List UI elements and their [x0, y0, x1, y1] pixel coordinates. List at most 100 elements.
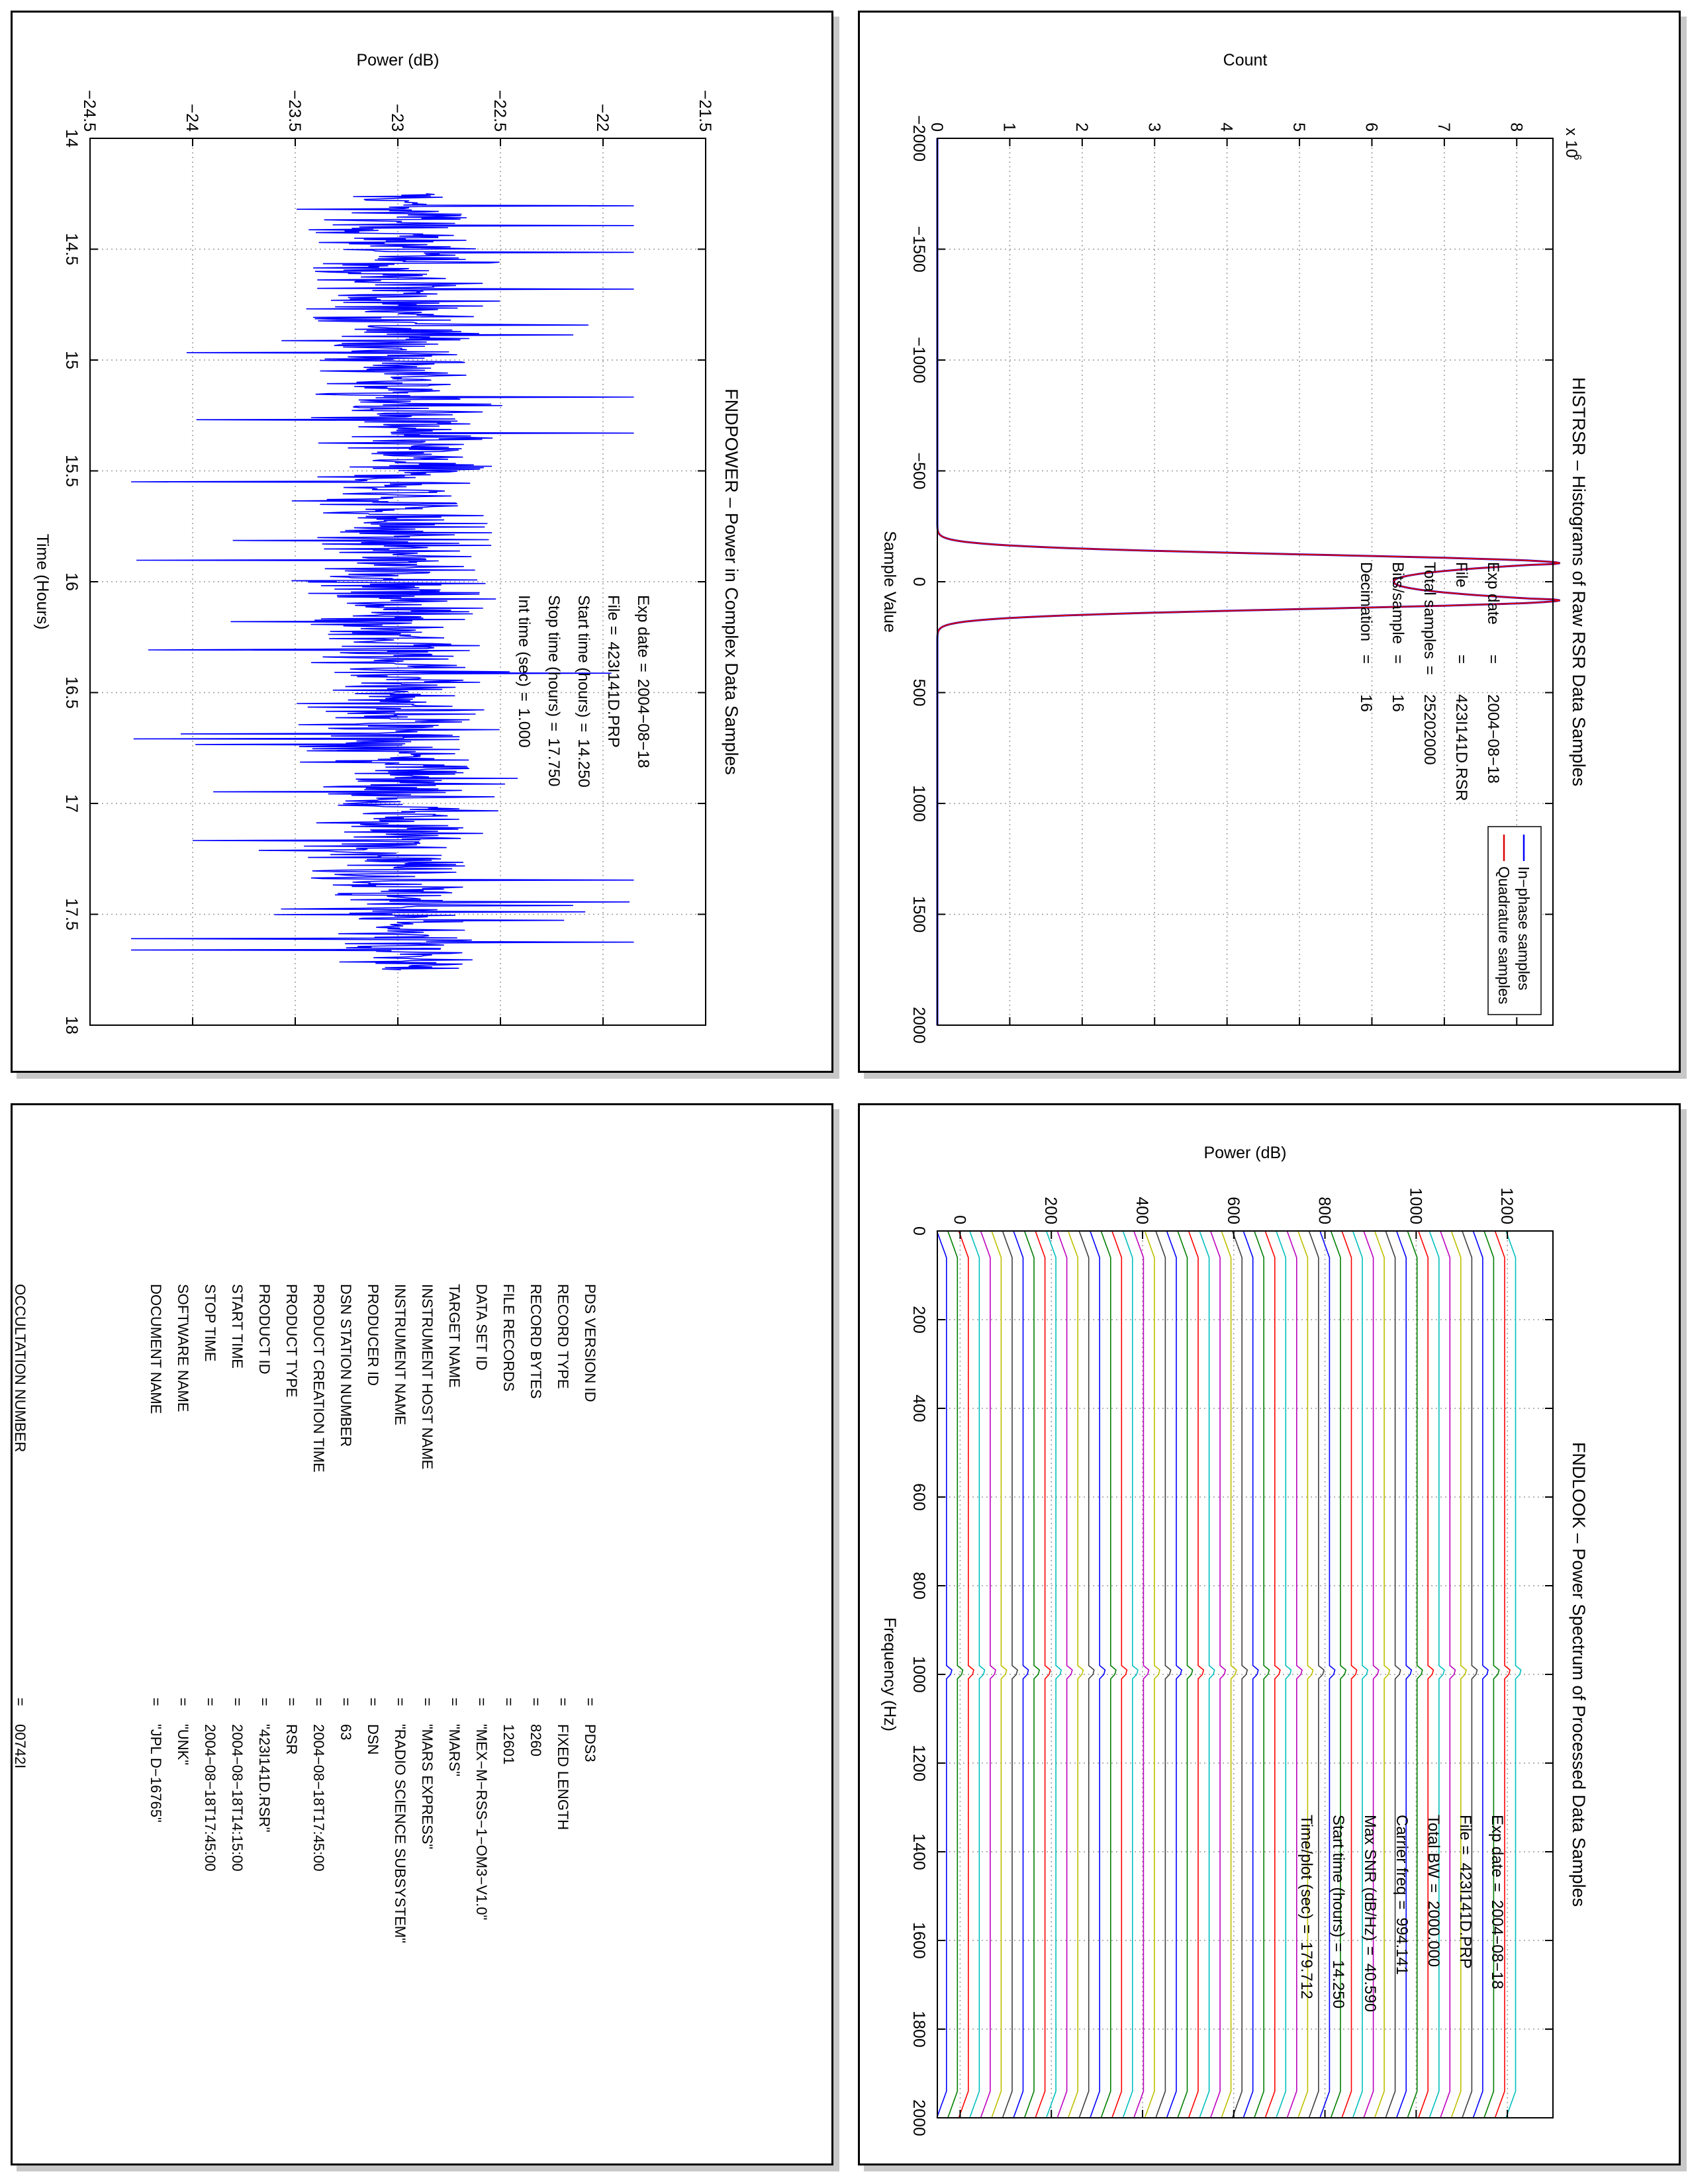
x-tick-label: −1000 — [910, 337, 928, 383]
y-tick-label: 5 — [1289, 122, 1308, 132]
spectrum-trace — [1395, 1230, 1413, 2118]
spectrum-trace — [1100, 1230, 1117, 2118]
label-value: FIXED LENGTH — [555, 1724, 571, 1831]
label-equals: = — [229, 1698, 246, 1706]
x-axis-label: Sample Value — [880, 531, 899, 633]
spectrum-trace — [1045, 1230, 1062, 2118]
x-tick-label: 2000 — [910, 2099, 928, 2136]
label-equals: = — [365, 1698, 381, 1706]
annotation-value: 2004−08−18 — [634, 679, 652, 768]
annotation-equals: = — [604, 626, 622, 635]
y-tick-label: −24.5 — [80, 90, 99, 132]
spectrum-trace — [1111, 1230, 1128, 2118]
label-value: RSR — [283, 1724, 300, 1755]
histrsr-chart: −2000 −1500 −1000 −500 0 500 1000 1500 2000 0 1 2 3 4… — [880, 51, 1589, 1044]
y-multiplier: x 10 — [1562, 128, 1580, 158]
annotation-equals: = — [1389, 655, 1407, 664]
annotation-value: 2004−08−18 — [1488, 1900, 1506, 1989]
spectrum-trace — [1177, 1230, 1194, 2118]
label-equals: = — [419, 1698, 436, 1706]
y-tick-label: −23.5 — [285, 90, 304, 132]
x-tick-label: 1800 — [910, 2011, 928, 2048]
label-key: PRODUCER ID — [365, 1284, 381, 1387]
annotation-key: File — [1456, 1815, 1474, 1841]
legend-box — [1487, 826, 1542, 1015]
label-value: 63 — [338, 1724, 354, 1741]
label-equals: = — [528, 1698, 544, 1706]
x-tick-label: 1200 — [910, 1745, 928, 1782]
spectrum-trace — [1166, 1230, 1183, 2118]
spectrum-trace — [1056, 1230, 1073, 2118]
fndlook-panel: 0 200 400 600 800 1000 1200 1400 1600 1800 2000 0 20… — [858, 1103, 1681, 2165]
label-key: PRODUCT ID — [256, 1284, 273, 1375]
spectrum-trace — [1472, 1230, 1489, 2118]
annotation-equals: = — [575, 723, 592, 732]
annotation-key: Time/plot (sec) — [1297, 1815, 1315, 1919]
spectrum-trace — [1330, 1230, 1347, 2118]
annotation-value: 2000.000 — [1425, 1901, 1442, 1967]
annotation-equals: = — [1393, 1900, 1411, 1909]
label-equals: = — [500, 1698, 517, 1706]
spectrum-trace — [1133, 1230, 1150, 2118]
label-value: 8260 — [528, 1724, 544, 1756]
label-equals: = — [338, 1698, 354, 1706]
y-axis-label: Power (dB) — [356, 51, 439, 69]
spectrum-trace — [1429, 1230, 1445, 2118]
y-tick-label: 400 — [1133, 1197, 1151, 1224]
y-tick-label: 1000 — [1406, 1187, 1425, 1224]
label-key: TARGET NAME — [446, 1284, 463, 1388]
annotation-value: 17.750 — [545, 738, 563, 786]
x-axis-label: Frequency (Hz) — [880, 1617, 899, 1731]
y-tick-label: 7 — [1434, 122, 1453, 132]
spectrum-trace — [1013, 1230, 1029, 2118]
label-equals: = — [446, 1698, 463, 1706]
spectrum-trace — [1440, 1230, 1456, 2118]
annotation-key: Start time (hours) — [1329, 1815, 1347, 1937]
chart-title: FNDLOOK – Power Spectrum of Processed Da… — [1569, 1442, 1589, 1907]
spectrum-trace — [1276, 1230, 1292, 2118]
spectrum-trace — [1407, 1230, 1423, 2118]
y-tick-label: 1200 — [1497, 1187, 1516, 1224]
label-equals: = — [283, 1698, 300, 1706]
spectrum-trace — [1286, 1230, 1303, 2118]
annotation-equals: = — [1452, 655, 1470, 664]
x-tick-label: −2000 — [910, 115, 928, 161]
label-key: SOFTWARE NAME — [175, 1284, 191, 1412]
spectrum-trace — [1221, 1230, 1237, 2118]
label-value: "JPL D−16765" — [148, 1724, 164, 1823]
label-equals: = — [175, 1698, 191, 1706]
spectrum-trace — [1494, 1230, 1511, 2118]
label-key: OCCULTATION NUMBER — [12, 1284, 28, 1453]
y-tick-label: 0 — [950, 1215, 968, 1224]
label-key: PDS VERSION ID — [582, 1284, 598, 1402]
y-tick-label: −22.5 — [491, 90, 509, 132]
spectrum-trace — [1090, 1230, 1106, 2118]
annotation-key: File — [1452, 562, 1470, 588]
spectrum-trace — [1155, 1230, 1172, 2118]
annotation-key: Decimation — [1357, 562, 1375, 641]
spectrum-trace — [1144, 1230, 1160, 2118]
chart-title: FNDPOWER – Power in Complex Data Samples — [722, 388, 741, 775]
spectrum-trace — [1385, 1230, 1401, 2118]
annotation-value: 179.712 — [1297, 1942, 1315, 1999]
label-value: "MARS EXPRESS" — [419, 1724, 436, 1850]
label-equals: = — [582, 1698, 598, 1706]
label-key: DOCUMENT NAME — [148, 1284, 164, 1414]
label-value: PDS3 — [582, 1724, 598, 1762]
annotation-value: 16 — [1389, 694, 1407, 712]
x-tick-label: 17 — [62, 794, 81, 813]
annotation-key: Exp date — [1484, 562, 1502, 625]
y-tick-label: 800 — [1315, 1197, 1334, 1224]
spectrum-trace — [1023, 1230, 1041, 2118]
annotation-equals: = — [1488, 1883, 1506, 1892]
spectrum-trace — [1035, 1230, 1051, 2118]
spectrum-trace — [1450, 1230, 1467, 2118]
label-value: "MARS" — [446, 1724, 463, 1777]
annotation-key: Max SNR (dB/Hz) — [1361, 1815, 1379, 1941]
x-tick-label: 1500 — [910, 896, 928, 933]
label-value: 2004−08−18T17:45:00 — [310, 1724, 327, 1872]
spectrum-trace — [969, 1230, 986, 2118]
pds-label-panel: PDS VERSION ID = PDS3 RECORD TYPE = FIXED LEN… — [11, 1103, 833, 2165]
x-tick-label: 0 — [910, 577, 928, 586]
x-tick-label: 800 — [910, 1572, 928, 1600]
